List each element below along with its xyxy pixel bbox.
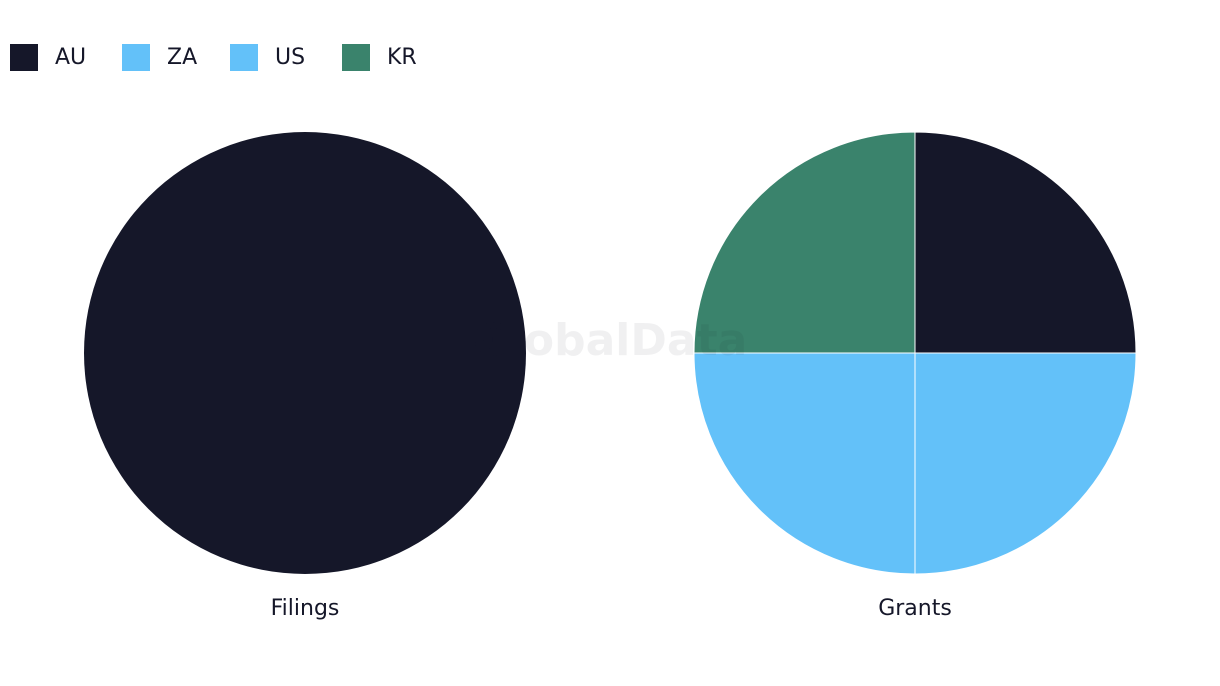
legend-label: ZA bbox=[167, 45, 197, 70]
pie-slice bbox=[693, 352, 916, 575]
legend-swatch bbox=[230, 44, 258, 71]
legend-label: AU bbox=[55, 45, 86, 70]
legend-label: US bbox=[275, 45, 305, 70]
pies: Filings Grants bbox=[84, 131, 1137, 621]
watermark: GlobalData bbox=[473, 315, 748, 366]
legend: AU ZA US KR bbox=[10, 44, 417, 71]
pie-title: Filings bbox=[271, 596, 340, 621]
pie-slice bbox=[84, 132, 526, 574]
pie-title: Grants bbox=[878, 596, 952, 621]
pie-slice bbox=[693, 131, 916, 354]
pie-slice bbox=[914, 131, 1137, 354]
legend-swatch bbox=[342, 44, 370, 71]
legend-label: KR bbox=[387, 45, 417, 70]
legend-swatch bbox=[122, 44, 150, 71]
pie-slice bbox=[914, 352, 1137, 575]
legend-swatch bbox=[10, 44, 38, 71]
